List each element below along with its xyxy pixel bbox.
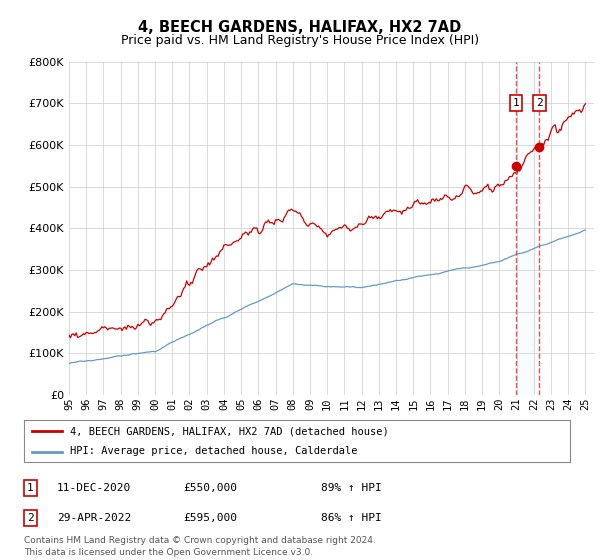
Text: 4, BEECH GARDENS, HALIFAX, HX2 7AD (detached house): 4, BEECH GARDENS, HALIFAX, HX2 7AD (deta… xyxy=(70,426,389,436)
Text: £595,000: £595,000 xyxy=(183,513,237,523)
Text: 2: 2 xyxy=(536,98,543,108)
Text: 86% ↑ HPI: 86% ↑ HPI xyxy=(321,513,382,523)
Text: 89% ↑ HPI: 89% ↑ HPI xyxy=(321,483,382,493)
Text: 1: 1 xyxy=(27,483,34,493)
Text: 4, BEECH GARDENS, HALIFAX, HX2 7AD: 4, BEECH GARDENS, HALIFAX, HX2 7AD xyxy=(139,20,461,35)
Text: 29-APR-2022: 29-APR-2022 xyxy=(57,513,131,523)
Bar xyxy=(515,62,539,395)
Text: Contains HM Land Registry data © Crown copyright and database right 2024.
This d: Contains HM Land Registry data © Crown c… xyxy=(24,536,376,557)
Text: 11-DEC-2020: 11-DEC-2020 xyxy=(57,483,131,493)
Text: 2: 2 xyxy=(27,513,34,523)
Text: £550,000: £550,000 xyxy=(183,483,237,493)
Text: 1: 1 xyxy=(512,98,519,108)
Text: Price paid vs. HM Land Registry's House Price Index (HPI): Price paid vs. HM Land Registry's House … xyxy=(121,34,479,46)
Text: HPI: Average price, detached house, Calderdale: HPI: Average price, detached house, Cald… xyxy=(70,446,358,456)
